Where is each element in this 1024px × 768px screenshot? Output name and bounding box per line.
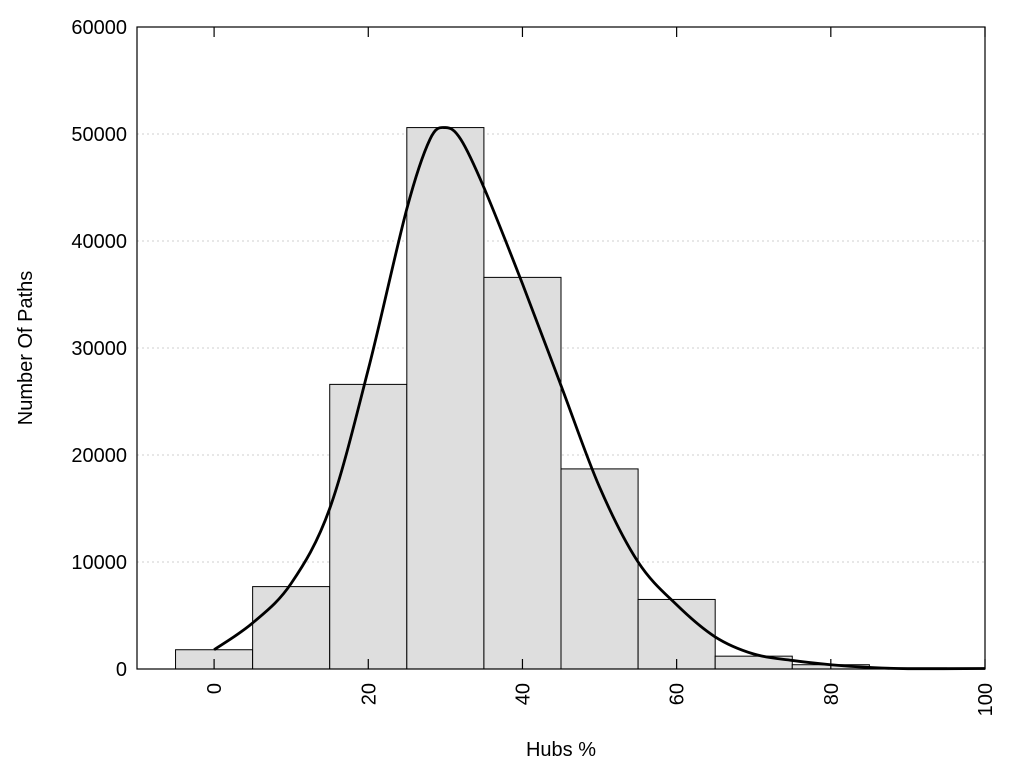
x-tick-label: 0 bbox=[204, 683, 226, 694]
x-tick-label: 20 bbox=[358, 683, 380, 705]
histogram-bar bbox=[406, 127, 485, 670]
grid-layer bbox=[137, 133, 985, 563]
y-tick-label: 40000 bbox=[71, 231, 127, 253]
x-tick-label: 80 bbox=[821, 683, 843, 705]
density-curve bbox=[213, 126, 986, 671]
y-tick-label: 10000 bbox=[71, 552, 127, 574]
y-tick-label: 20000 bbox=[71, 445, 127, 467]
bars-layer bbox=[175, 127, 986, 670]
y-tick-label: 0 bbox=[116, 659, 127, 681]
x-tick-label: 100 bbox=[975, 683, 997, 716]
y-tick-label: 50000 bbox=[71, 124, 127, 146]
histogram-bar bbox=[637, 598, 716, 670]
labels-layer: 0 10000 20000 30000 40000 50000 60000 0 20 40 60 80… bbox=[71, 17, 997, 716]
plot-frame bbox=[136, 26, 986, 670]
ticks-layer bbox=[213, 27, 986, 669]
histogram-bar bbox=[252, 586, 331, 670]
x-tick-label: 40 bbox=[512, 683, 534, 705]
x-axis-title: Hubs % bbox=[526, 739, 596, 761]
curve-layer bbox=[213, 126, 986, 671]
y-tick-label: 30000 bbox=[71, 338, 127, 360]
x-tick-label: 60 bbox=[667, 683, 689, 705]
histogram-bar bbox=[329, 383, 408, 670]
y-tick-label: 60000 bbox=[71, 17, 127, 39]
y-axis-title: Number Of Paths bbox=[15, 271, 37, 426]
histogram-bar bbox=[483, 276, 562, 670]
histogram-bar bbox=[560, 468, 639, 670]
